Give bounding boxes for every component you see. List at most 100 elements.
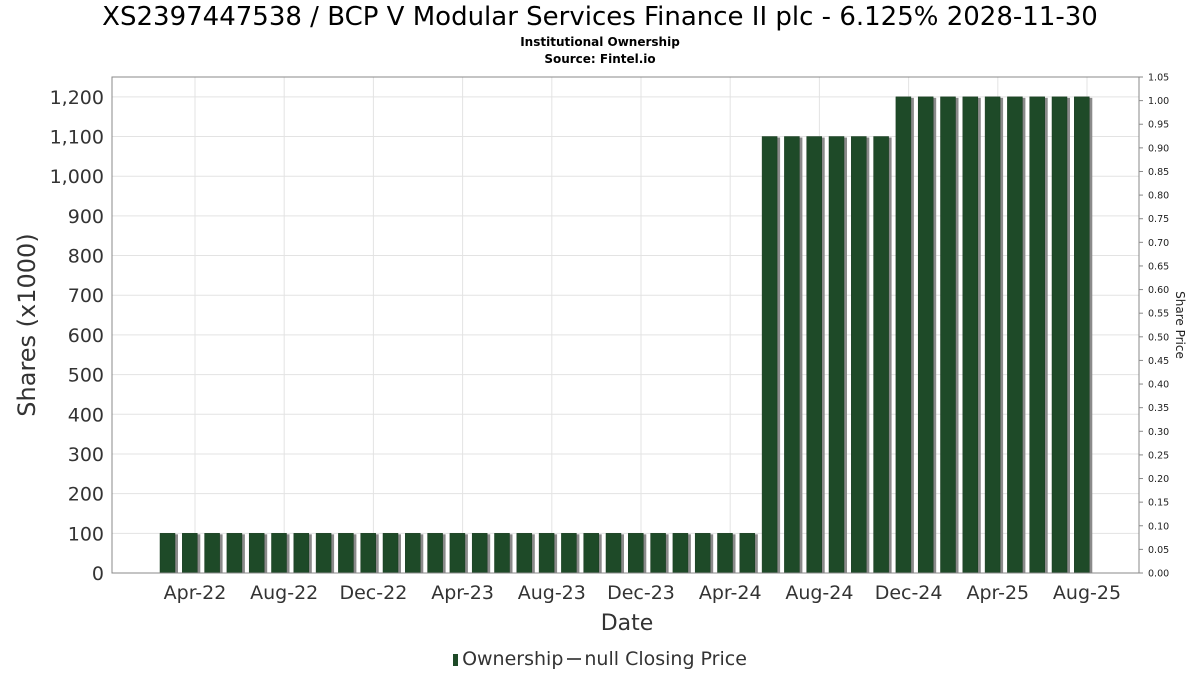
- ownership-bar: [784, 136, 800, 574]
- x-tick-label: Aug-22: [250, 582, 318, 604]
- ownership-bar: [851, 136, 867, 574]
- x-axis-title: Date: [601, 611, 654, 636]
- ownership-bar: [1029, 96, 1045, 574]
- y2-tick-label: 0.20: [1148, 474, 1169, 485]
- ownership-bar: [1007, 96, 1023, 574]
- price-legend-label: null Closing Price: [584, 648, 747, 670]
- x-tick-label: Aug-24: [785, 582, 853, 604]
- ownership-legend-swatch: [453, 654, 459, 666]
- y2-tick-label: 0.10: [1148, 521, 1169, 532]
- ownership-legend-label: Ownership: [462, 648, 564, 670]
- chart-title: XS2397447538 / BCP V Modular Services Fi…: [102, 2, 1098, 32]
- y-tick-label: 0: [92, 563, 104, 585]
- ownership-bar: [271, 533, 287, 574]
- ownership-bar: [427, 533, 443, 574]
- y2-tick-label: 0.55: [1148, 309, 1169, 320]
- x-tick-label: Aug-25: [1053, 582, 1121, 604]
- y2-tick-label: 0.05: [1148, 545, 1169, 556]
- y2-tick-label: 0.85: [1148, 167, 1169, 178]
- x-tick-label: Dec-23: [607, 582, 675, 604]
- y2-tick-label: 0.75: [1148, 214, 1169, 225]
- y2-tick-label: 0.60: [1148, 285, 1169, 296]
- ownership-bar: [605, 533, 622, 574]
- x-tick-label: Dec-22: [339, 582, 407, 604]
- ownership-bar: [405, 533, 421, 574]
- price-legend-line: [567, 658, 582, 660]
- ownership-bar: [694, 533, 711, 574]
- ownership-bar: [449, 533, 466, 574]
- x-tick-label: Apr-25: [966, 582, 1029, 604]
- y-tick-label: 1,000: [50, 166, 104, 188]
- ownership-bar: [650, 533, 666, 574]
- ownership-bar: [159, 533, 176, 574]
- y2-tick-label: 0.90: [1148, 143, 1169, 154]
- ownership-bar: [516, 533, 533, 574]
- y-tick-label: 900: [68, 206, 104, 228]
- y2-tick-label: 0.70: [1148, 238, 1169, 249]
- ownership-bar: [917, 96, 934, 574]
- y2-tick-label: 0.95: [1148, 120, 1169, 131]
- y2-tick-label: 0.35: [1148, 403, 1169, 414]
- ownership-bar: [717, 533, 733, 574]
- ownership-bar: [561, 533, 577, 574]
- ownership-bar: [583, 533, 599, 574]
- y-tick-label: 600: [68, 325, 104, 347]
- y2-tick-label: 0.45: [1148, 356, 1169, 367]
- ownership-bar: [226, 533, 243, 574]
- chart-subtitle: Institutional Ownership: [520, 35, 680, 49]
- x-tick-label: Apr-24: [699, 582, 762, 604]
- y-axis-title: Shares (x1000): [13, 233, 41, 416]
- y2-axis-title: Share Price: [1173, 291, 1187, 359]
- y-tick-label: 500: [68, 365, 104, 387]
- ownership-bar: [739, 533, 756, 574]
- y-tick-label: 300: [68, 444, 104, 466]
- ownership-bar: [895, 96, 912, 574]
- ownership-bar: [761, 136, 778, 574]
- ownership-bar: [538, 533, 555, 574]
- ownership-bar: [1074, 96, 1090, 574]
- y-tick-label: 1,100: [50, 127, 104, 149]
- ownership-bar: [471, 533, 488, 574]
- y-tick-label: 200: [68, 484, 104, 506]
- y-tick-label: 400: [68, 404, 104, 426]
- ownership-bar: [248, 533, 265, 574]
- chart-legend: Ownership null Closing Price: [0, 648, 1200, 670]
- y-tick-label: 100: [68, 523, 104, 545]
- y2-tick-label: 0.15: [1148, 498, 1169, 509]
- ownership-bar: [204, 533, 220, 574]
- ownership-bar: [382, 533, 399, 574]
- ownership-bar: [315, 533, 332, 574]
- y2-tick-label: 0.30: [1148, 427, 1169, 438]
- y2-tick-label: 0.40: [1148, 380, 1169, 391]
- ownership-bar: [672, 533, 689, 574]
- plot-frame: [111, 76, 1140, 574]
- ownership-bar: [873, 136, 889, 574]
- x-tick-label: Apr-22: [164, 582, 227, 604]
- y-tick-label: 1,200: [50, 87, 104, 109]
- y2-tick-label: 1.00: [1148, 96, 1169, 107]
- y-tick-label: 800: [68, 246, 104, 268]
- y2-tick-label: 0.80: [1148, 191, 1169, 202]
- ownership-bar: [828, 136, 845, 574]
- ownership-bar: [293, 533, 310, 574]
- ownership-bar: [628, 533, 644, 574]
- chart-source: Source: Fintel.io: [544, 52, 656, 66]
- ownership-bar: [1051, 96, 1068, 574]
- ownership-bar: [182, 533, 198, 574]
- ownership-bar: [984, 96, 1001, 574]
- y2-tick-label: 1.05: [1148, 73, 1169, 84]
- ownership-bar: [494, 533, 510, 574]
- ownership-bar: [940, 96, 956, 574]
- y2-tick-label: 0.65: [1148, 261, 1169, 272]
- ownership-bar: [360, 533, 376, 574]
- y2-tick-label: 0.00: [1148, 569, 1169, 580]
- x-tick-label: Aug-23: [518, 582, 586, 604]
- y-tick-label: 700: [68, 285, 104, 307]
- ownership-bar: [338, 533, 354, 574]
- y2-tick-label: 0.50: [1148, 332, 1169, 343]
- y2-tick-label: 0.25: [1148, 450, 1169, 461]
- x-tick-label: Apr-23: [431, 582, 494, 604]
- ownership-bar: [962, 96, 979, 574]
- x-tick-label: Dec-24: [875, 582, 943, 604]
